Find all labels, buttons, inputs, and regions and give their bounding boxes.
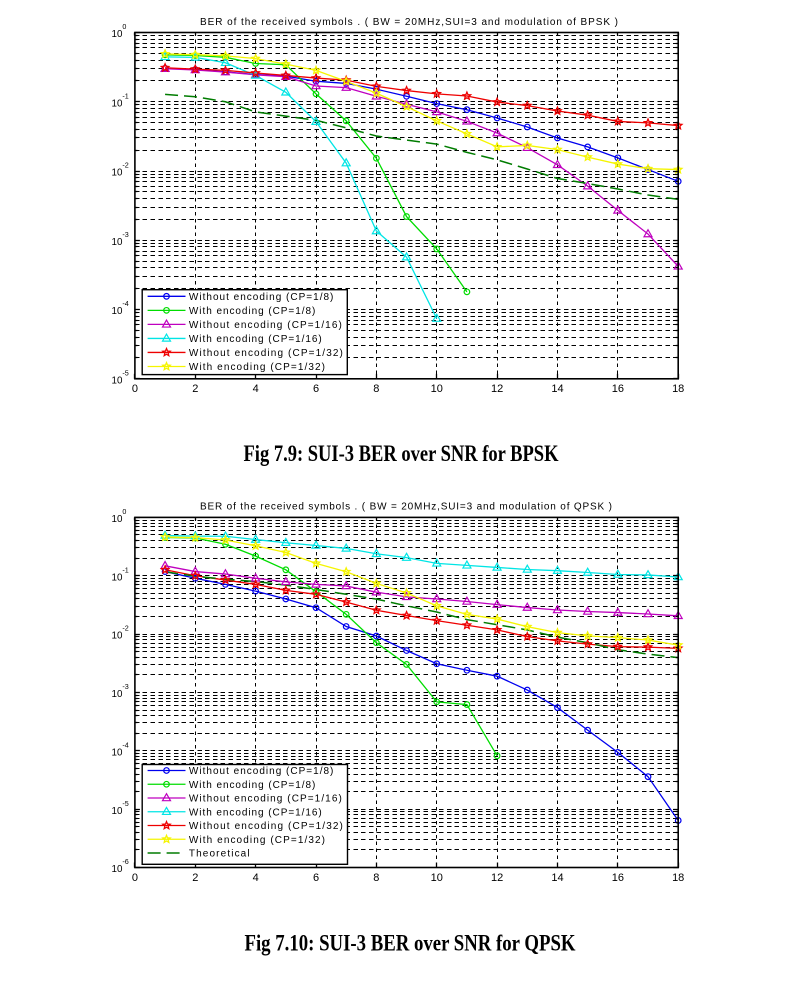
svg-text:8: 8 bbox=[373, 383, 379, 395]
svg-text:10: 10 bbox=[431, 872, 443, 884]
svg-text:Theoretical: Theoretical bbox=[189, 849, 250, 860]
svg-text:0: 0 bbox=[132, 872, 138, 884]
svg-text:14: 14 bbox=[551, 383, 563, 395]
svg-text:8: 8 bbox=[373, 872, 379, 884]
svg-text:6: 6 bbox=[313, 872, 319, 884]
svg-text:6: 6 bbox=[313, 383, 319, 395]
svg-text:2: 2 bbox=[192, 383, 198, 395]
svg-text:12: 12 bbox=[491, 383, 503, 395]
svg-text:Without encoding (CP=1/32): Without encoding (CP=1/32) bbox=[189, 348, 343, 359]
svg-text:18: 18 bbox=[672, 383, 684, 395]
svg-text:0: 0 bbox=[132, 383, 138, 395]
svg-text:BER of the received symbols .: BER of the received symbols . ( BW = 20M… bbox=[200, 17, 618, 28]
svg-text:With encoding (CP=1/16): With encoding (CP=1/16) bbox=[189, 334, 322, 345]
svg-text:Fig 7.9: SUI-3 BER over SNR fo: Fig 7.9: SUI-3 BER over SNR for BPSK bbox=[244, 441, 559, 466]
svg-text:Fig 7.10: SUI-3 BER over SNR f: Fig 7.10: SUI-3 BER over SNR for QPSK bbox=[245, 931, 576, 956]
svg-text:Without encoding (CP=1/8): Without encoding (CP=1/8) bbox=[189, 766, 334, 777]
svg-text:18: 18 bbox=[672, 872, 684, 884]
svg-text:12: 12 bbox=[491, 872, 503, 884]
svg-text:14: 14 bbox=[551, 872, 563, 884]
svg-text:2: 2 bbox=[192, 872, 198, 884]
svg-text:With encoding (CP=1/16): With encoding (CP=1/16) bbox=[189, 807, 322, 818]
svg-text:With encoding (CP=1/8): With encoding (CP=1/8) bbox=[189, 306, 315, 317]
svg-text:Without encoding (CP=1/16): Without encoding (CP=1/16) bbox=[189, 320, 342, 331]
svg-text:Without encoding (CP=1/16): Without encoding (CP=1/16) bbox=[189, 794, 342, 805]
svg-text:10: 10 bbox=[431, 383, 443, 395]
svg-text:BER of the received symbols .: BER of the received symbols . ( BW = 20M… bbox=[200, 502, 612, 513]
svg-text:With encoding (CP=1/32): With encoding (CP=1/32) bbox=[189, 362, 325, 373]
svg-text:16: 16 bbox=[612, 872, 624, 884]
svg-text:4: 4 bbox=[253, 872, 259, 884]
svg-text:With encoding (CP=1/32): With encoding (CP=1/32) bbox=[189, 835, 325, 846]
svg-text:4: 4 bbox=[253, 383, 259, 395]
svg-text:Without encoding (CP=1/8): Without encoding (CP=1/8) bbox=[189, 292, 334, 303]
svg-text:16: 16 bbox=[612, 383, 624, 395]
svg-text:With encoding (CP=1/8): With encoding (CP=1/8) bbox=[189, 780, 315, 791]
svg-text:Without encoding (CP=1/32): Without encoding (CP=1/32) bbox=[189, 821, 343, 832]
